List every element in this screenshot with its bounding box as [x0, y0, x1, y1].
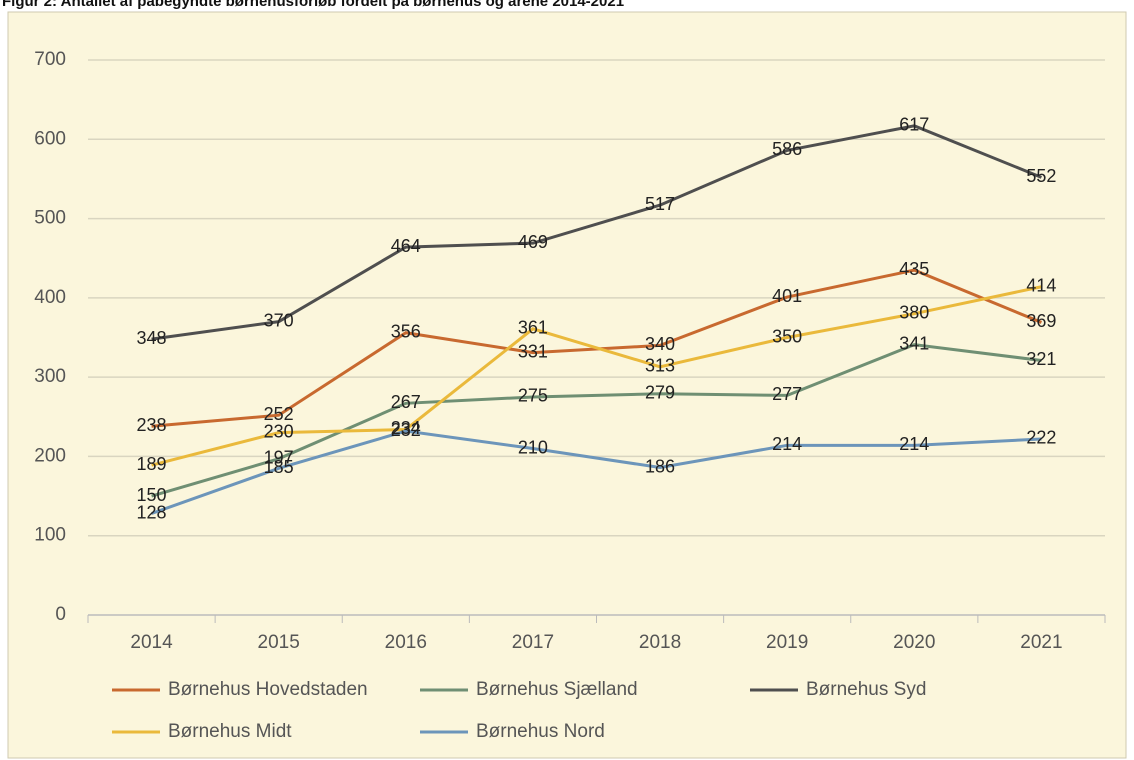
y-tick-label: 500 [34, 208, 66, 229]
data-label: 586 [772, 139, 802, 159]
data-label: 435 [899, 259, 929, 279]
data-label: 401 [772, 286, 802, 306]
series-line [151, 429, 1042, 515]
data-label: 210 [518, 437, 548, 457]
data-label: 356 [391, 321, 421, 341]
data-label: 350 [772, 326, 802, 346]
data-label: 275 [518, 386, 548, 406]
data-label: 279 [645, 383, 675, 403]
data-label: 469 [518, 232, 548, 252]
data-label: 464 [391, 236, 421, 256]
data-label: 150 [137, 485, 167, 505]
y-tick-label: 700 [34, 49, 66, 70]
data-label: 617 [899, 115, 929, 135]
data-label: 185 [264, 457, 294, 477]
data-label: 197 [264, 448, 294, 468]
y-tick-label: 0 [55, 604, 66, 625]
data-label: 370 [264, 310, 294, 330]
x-tick-label: 2014 [130, 632, 173, 653]
series-line [151, 124, 1043, 341]
data-label: 369 [1026, 311, 1056, 331]
data-label: 552 [1026, 166, 1056, 186]
x-tick-label: 2016 [385, 632, 427, 653]
x-tick-label: 2015 [258, 632, 300, 653]
data-label: 380 [899, 302, 929, 322]
data-label: 234 [391, 418, 421, 438]
data-label: 252 [264, 404, 294, 424]
data-label: 222 [1026, 428, 1056, 448]
data-label: 238 [137, 415, 167, 435]
data-label: 361 [518, 318, 548, 338]
y-tick-label: 300 [34, 366, 66, 387]
series-line [151, 285, 1042, 467]
y-tick-label: 400 [34, 287, 66, 308]
data-label: 189 [137, 454, 167, 474]
data-label: 186 [645, 456, 675, 476]
data-label: 232 [391, 420, 421, 440]
data-label: 348 [137, 328, 167, 348]
legend-label: Børnehus Midt [168, 721, 292, 742]
data-label: 267 [391, 392, 421, 412]
data-label: 214 [772, 434, 802, 454]
data-label: 230 [264, 421, 294, 441]
legend-label: Børnehus Sjælland [476, 679, 638, 700]
data-label: 128 [137, 502, 167, 522]
x-tick-label: 2021 [1020, 632, 1062, 653]
series-line [151, 343, 1042, 498]
x-tick-label: 2019 [766, 632, 808, 653]
data-label: 277 [772, 384, 802, 404]
data-label: 214 [899, 434, 929, 454]
chart-background [7, 11, 1127, 759]
y-tick-label: 200 [34, 445, 66, 466]
x-tick-label: 2020 [893, 632, 935, 653]
y-tick-label: 100 [34, 525, 66, 546]
data-label: 414 [1026, 276, 1056, 296]
y-tick-label: 600 [34, 128, 66, 149]
x-tick-label: 2017 [512, 632, 554, 653]
data-label: 340 [645, 334, 675, 354]
legend-label: Børnehus Hovedstaden [168, 679, 368, 700]
data-label: 341 [899, 333, 929, 353]
legend-label: Børnehus Nord [476, 721, 605, 742]
x-tick-label: 2018 [639, 632, 681, 653]
data-label: 313 [645, 356, 675, 376]
chart-title: Figur 2: Antallet af påbegyndte børnehus… [2, 0, 624, 10]
data-label: 517 [645, 194, 675, 214]
data-label: 331 [518, 341, 548, 361]
legend-label: Børnehus Syd [806, 679, 926, 700]
data-label: 321 [1026, 349, 1056, 369]
